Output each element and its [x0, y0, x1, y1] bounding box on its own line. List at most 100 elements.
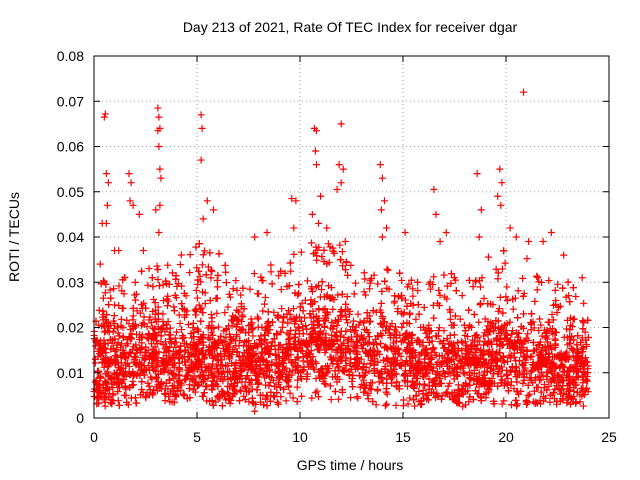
data-point — [500, 247, 508, 255]
data-point — [558, 361, 566, 369]
data-point — [189, 319, 197, 327]
data-point — [474, 334, 482, 342]
data-point — [286, 335, 294, 343]
data-point — [98, 322, 106, 330]
data-point — [516, 336, 524, 344]
data-point — [107, 294, 115, 302]
data-point — [105, 328, 113, 336]
data-point — [257, 273, 265, 281]
data-point — [480, 341, 488, 349]
data-point — [297, 341, 305, 349]
data-point — [323, 224, 331, 232]
data-point — [142, 392, 150, 400]
data-point — [262, 324, 270, 332]
data-point — [366, 360, 374, 368]
data-point — [185, 364, 193, 372]
data-point — [208, 386, 216, 394]
data-point — [547, 228, 555, 236]
data-point — [292, 197, 300, 205]
data-point — [291, 333, 299, 341]
data-point — [341, 266, 349, 274]
data-point — [524, 381, 532, 389]
data-point — [441, 354, 449, 362]
data-point — [134, 347, 142, 355]
data-point — [428, 367, 436, 375]
data-point — [263, 228, 271, 236]
data-point — [273, 330, 281, 338]
data-point — [507, 351, 515, 359]
data-point — [276, 373, 284, 381]
data-point — [202, 271, 210, 279]
data-point — [403, 302, 411, 310]
data-point — [442, 390, 450, 398]
data-point — [205, 343, 213, 351]
data-point — [517, 349, 525, 357]
data-point — [213, 309, 221, 317]
data-point — [137, 345, 145, 353]
data-point — [528, 352, 536, 360]
data-point — [491, 323, 499, 331]
data-point — [148, 375, 156, 383]
data-point — [331, 367, 339, 375]
data-point — [209, 401, 217, 409]
data-point — [394, 293, 402, 301]
data-point — [496, 364, 504, 372]
data-point — [443, 335, 451, 343]
data-point — [525, 238, 533, 246]
data-point — [494, 382, 502, 390]
data-point — [170, 303, 178, 311]
data-point — [266, 397, 274, 405]
data-point — [377, 368, 385, 376]
data-point — [567, 400, 575, 408]
data-point — [578, 359, 586, 367]
data-point — [274, 367, 282, 375]
data-point — [162, 352, 170, 360]
data-point — [345, 367, 353, 375]
data-point — [410, 396, 418, 404]
data-point — [535, 341, 543, 349]
data-point — [547, 378, 555, 386]
data-point — [98, 358, 106, 366]
data-point — [315, 219, 323, 227]
data-point — [262, 358, 270, 366]
data-point — [280, 314, 288, 322]
data-point — [177, 251, 185, 259]
data-point — [408, 353, 416, 361]
data-point — [400, 335, 408, 343]
data-point — [534, 383, 542, 391]
data-point — [391, 326, 399, 334]
data-point — [259, 369, 267, 377]
data-point — [420, 303, 428, 311]
data-point — [91, 378, 99, 386]
data-point — [360, 335, 368, 343]
data-point — [507, 368, 515, 376]
data-point — [122, 391, 130, 399]
data-point — [225, 353, 233, 361]
data-point — [286, 259, 294, 267]
data-point — [165, 376, 173, 384]
data-point — [212, 344, 220, 352]
data-point — [401, 296, 409, 304]
data-point — [209, 206, 217, 214]
data-point — [280, 385, 288, 393]
data-point — [147, 351, 155, 359]
data-point — [312, 375, 320, 383]
y-tick-label: 0.07 — [57, 93, 84, 109]
data-point — [254, 315, 262, 323]
data-point — [414, 287, 422, 295]
data-point — [424, 391, 432, 399]
data-point — [394, 308, 402, 316]
data-point — [551, 335, 559, 343]
data-point — [130, 322, 138, 330]
data-point — [498, 179, 506, 187]
data-point — [163, 295, 171, 303]
data-point — [149, 391, 157, 399]
data-point — [255, 371, 263, 379]
data-point — [504, 375, 512, 383]
data-point — [434, 332, 442, 340]
data-point — [112, 370, 120, 378]
data-point — [580, 299, 588, 307]
data-point — [532, 398, 540, 406]
data-point — [369, 346, 377, 354]
data-point — [317, 341, 325, 349]
